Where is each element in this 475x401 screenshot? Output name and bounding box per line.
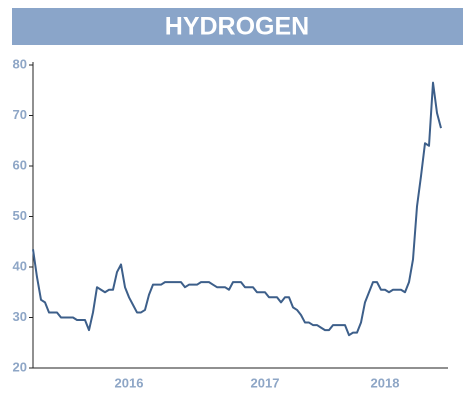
y-tick-label: 30 <box>13 309 27 324</box>
y-tick-label: 60 <box>13 157 27 172</box>
x-tick-label: 2016 <box>115 375 144 390</box>
x-tick-label: 2018 <box>371 375 400 390</box>
y-tick-label: 50 <box>13 208 27 223</box>
y-tick-label: 80 <box>13 56 27 71</box>
y-tick-label: 70 <box>13 107 27 122</box>
title-banner <box>12 8 463 45</box>
y-tick-label: 40 <box>13 258 27 273</box>
chart-title: HYDROGEN <box>165 13 309 41</box>
x-tick-label: 2017 <box>251 375 280 390</box>
y-tick-label: 20 <box>13 359 27 374</box>
data-line <box>32 81 442 337</box>
